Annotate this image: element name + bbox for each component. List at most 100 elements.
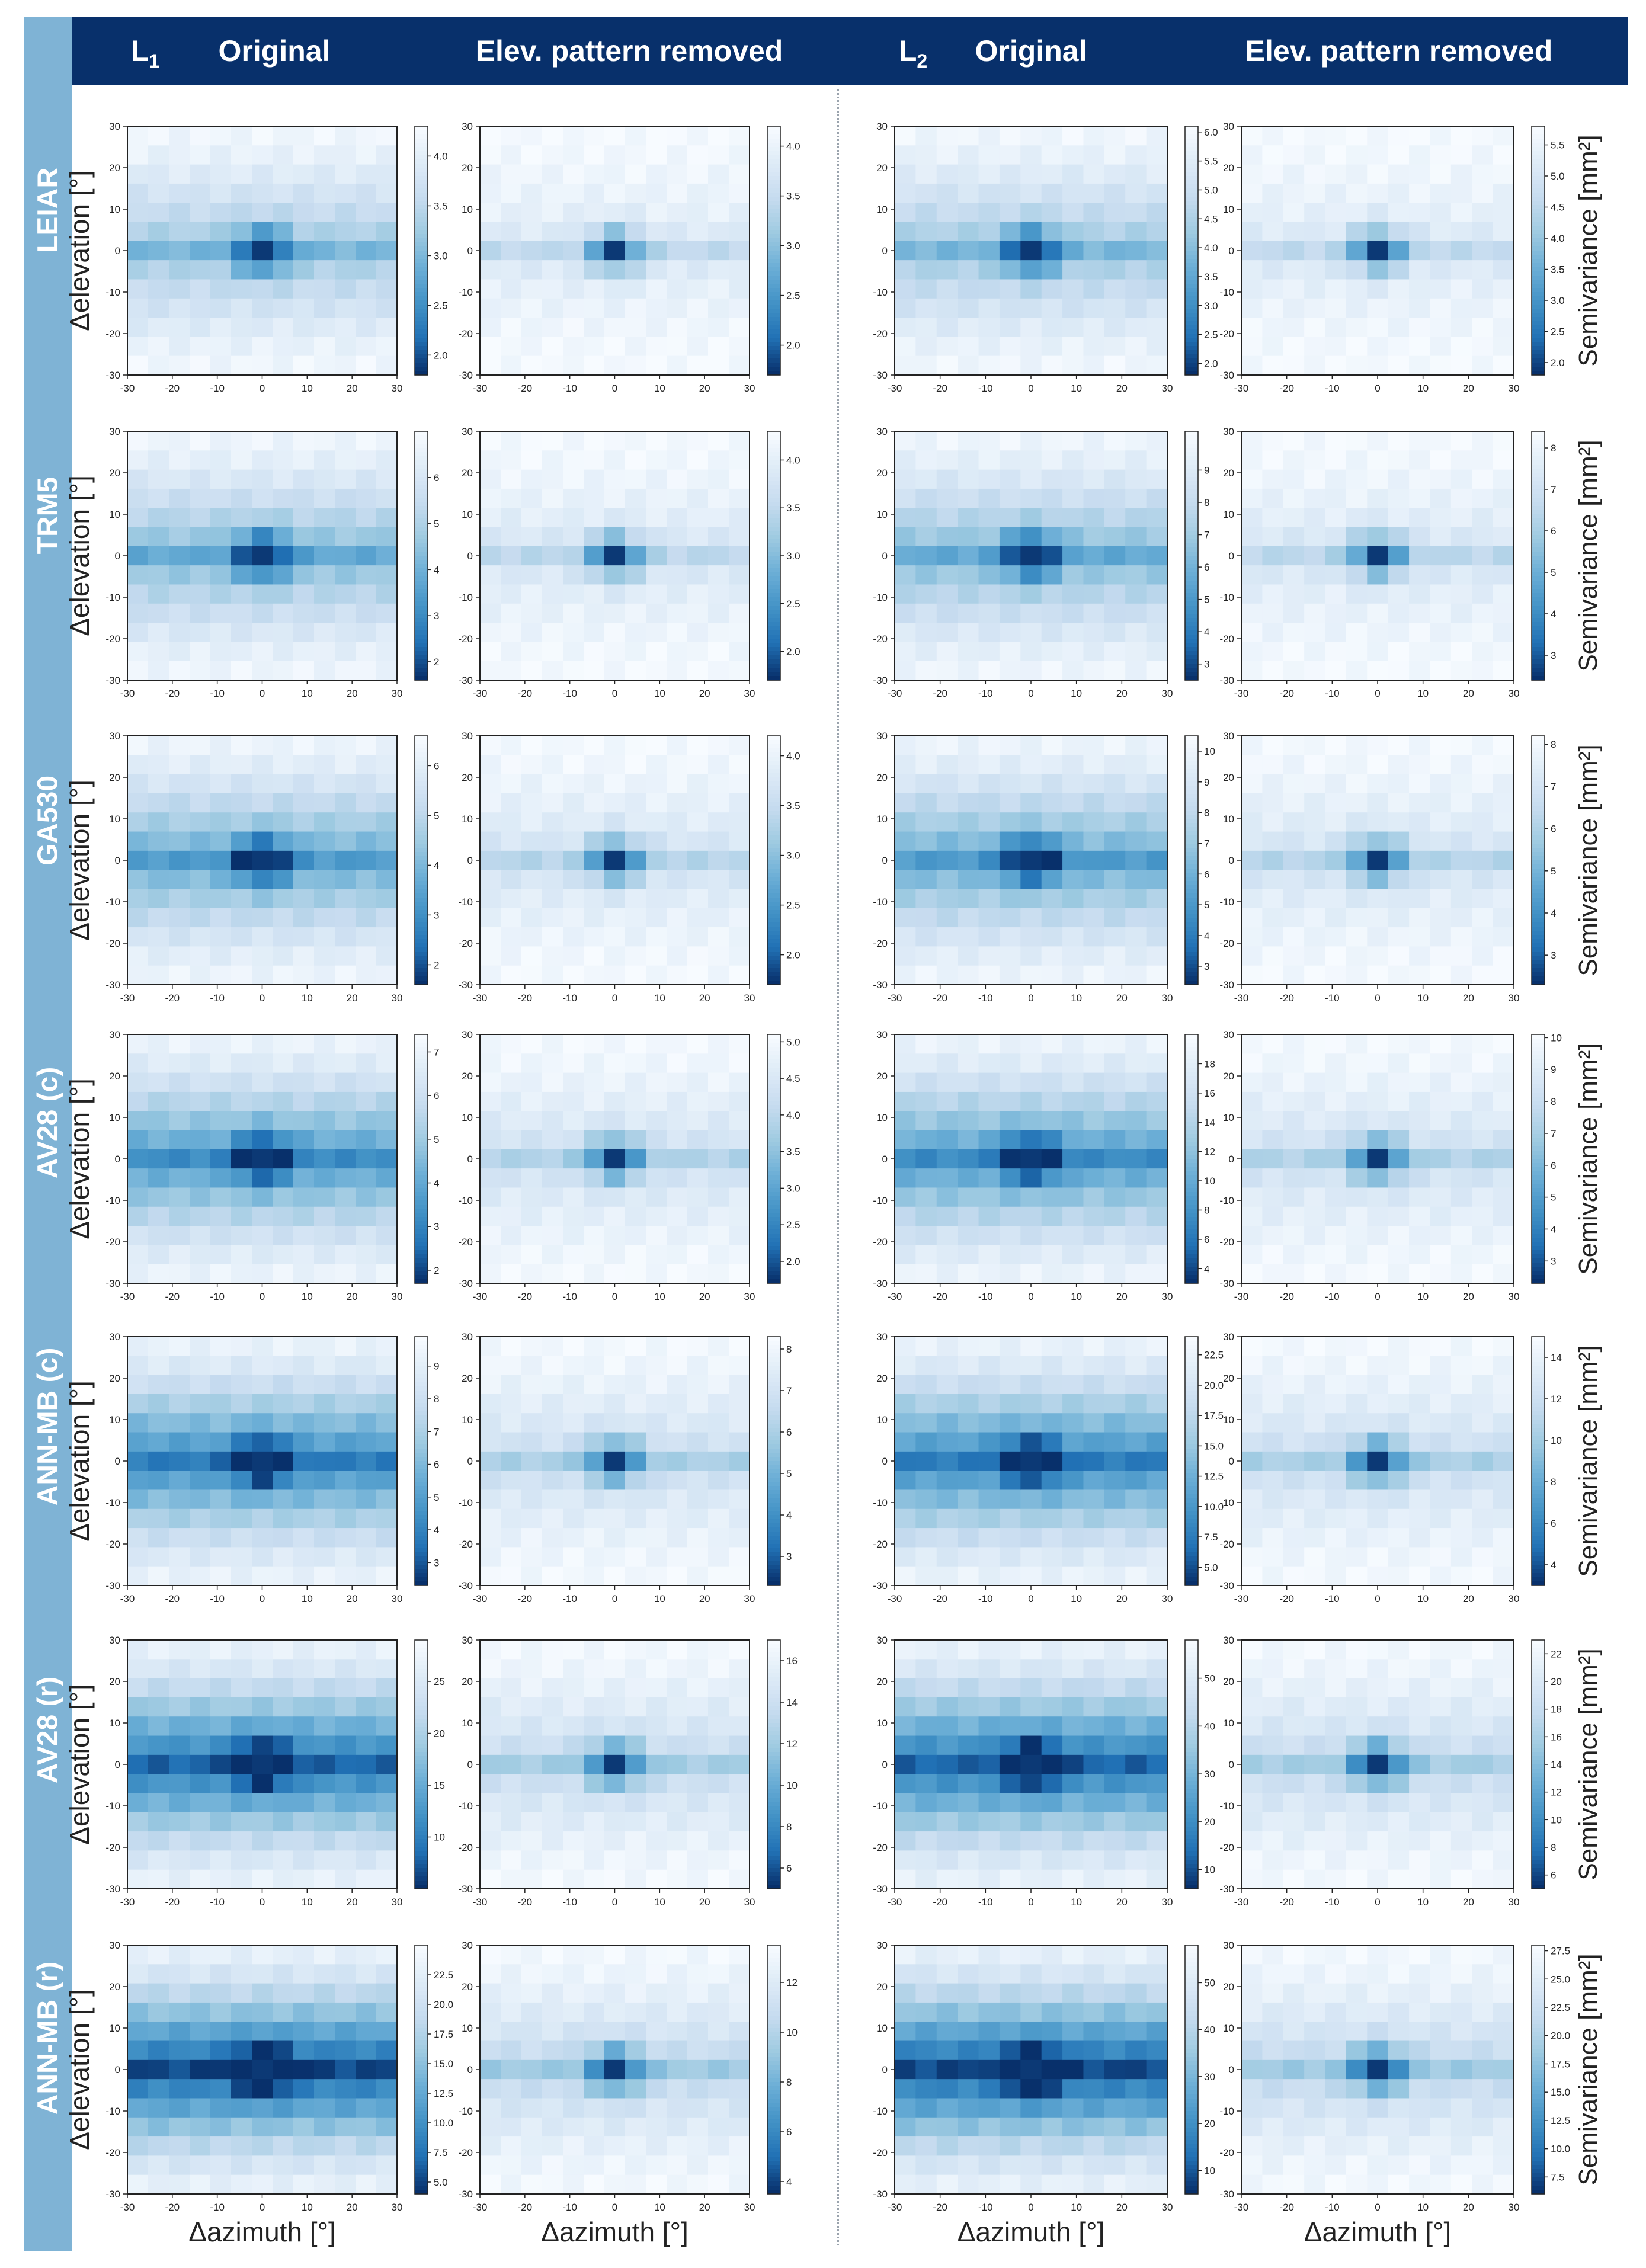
x-tick-label: -20 [518,688,533,699]
heatmap-cell [1304,812,1326,832]
heatmap-cell [936,355,958,376]
heatmap-cell [604,145,626,165]
colorbar-cell [415,910,428,915]
heatmap-cell [1241,431,1263,451]
heatmap-cell [936,1451,958,1471]
heatmap-cell [729,450,750,470]
heatmap-cell [667,450,688,470]
heatmap-cell [978,1111,1000,1131]
colorbar-cell [767,556,780,560]
heatmap-cell [356,1394,377,1414]
colorbar-cell [1185,576,1198,581]
heatmap-cell [1409,431,1431,451]
y-tick-label: 30 [109,731,120,742]
heatmap-cell [480,1566,501,1586]
colorbar-cell [767,781,780,786]
colorbar-cell [1185,238,1198,243]
heatmap-cell [1304,469,1326,489]
colorbar-cell [767,1130,780,1135]
heatmap-cell [127,927,149,947]
colorbar-cell [767,635,780,639]
column-header-bar: L1 Original Elev. pattern removed L2 Ori… [72,17,1628,85]
heatmap-cell [958,1053,979,1074]
heatmap-cell [1262,946,1284,966]
heatmap-cell [356,508,377,528]
heatmap-cell [210,1187,232,1207]
heatmap-cell [1493,164,1514,184]
heatmap-cell [604,1245,626,1265]
colorbar-cell [415,259,428,264]
heatmap-cell [936,850,958,870]
heatmap-cell [210,1413,232,1433]
colorbar-tick-label: 4 [434,860,439,871]
heatmap-cell [563,642,584,662]
colorbar-cell [767,1180,780,1184]
heatmap-cell [356,850,377,870]
colorbar-cell [1185,568,1198,573]
heatmap-cell [190,1413,211,1433]
colorbar-cell [415,151,428,156]
heatmap-cell [356,1337,377,1356]
colorbar-cell [415,639,428,643]
colorbar-cell [415,155,428,160]
heatmap-cell [1020,1187,1042,1207]
heatmap-cell [1325,565,1347,585]
heatmap-cell [1041,1111,1063,1131]
colorbar-cell [415,856,428,861]
heatmap-cell [314,1547,335,1567]
colorbar-cell [1185,1263,1198,1267]
heatmap-cell [1125,793,1147,813]
heatmap-cell [915,736,937,755]
heatmap-cell [999,298,1021,318]
heatmap-cell [335,927,356,947]
heatmap-cell [521,1528,543,1548]
heatmap-cell [521,642,543,662]
heatmap-cell [915,1130,937,1150]
heatmap-cell [978,1168,1000,1189]
heatmap-cell [1083,279,1105,299]
y-tick-label: 20 [109,772,120,783]
colorbar-cell [1532,748,1545,753]
colorbar-cell [1532,259,1545,264]
heatmap-cell [314,222,335,242]
colorbar-cell [415,338,428,342]
colorbar-cell [767,288,780,293]
colorbar-cell [415,346,428,351]
heatmap-cell [1262,164,1284,184]
colorbar-frame [414,1034,428,1284]
heatmap-cell [1125,1053,1147,1074]
heatmap-cell [584,450,605,470]
colorbar-tick-label: 5 [434,1134,439,1145]
y-tick-label: -30 [105,1278,120,1289]
colorbar-cell [1532,514,1545,519]
heatmap-cell [915,1226,937,1245]
x-tick-label: -20 [1279,688,1294,699]
heatmap-cell [1262,1206,1284,1226]
colorbar-cell [1185,1151,1198,1155]
heatmap-cell [915,1091,937,1111]
heatmap-cell [521,1053,543,1074]
heatmap-cell [231,603,252,623]
colorbar-cell [1185,606,1198,610]
y-tick-label: 20 [876,162,888,174]
heatmap-cell [1020,260,1042,280]
heatmap-cell [190,584,211,604]
heatmap-cell [501,1337,522,1356]
heatmap-cell [190,183,211,203]
heatmap-cell [687,584,709,604]
heatmap-cell [252,1528,273,1548]
heatmap-cell [1304,565,1326,585]
colorbar-cell [767,280,780,284]
heatmap-cell [501,183,522,203]
colorbar-cell [1532,143,1545,148]
heatmap-cell [1304,1226,1326,1245]
y-tick-label: -10 [105,287,120,298]
heatmap-cell [293,603,315,623]
heatmap-cell [314,546,335,566]
colorbar-cell [1532,935,1545,940]
x-tick-label: 10 [654,383,665,394]
heatmap-cell [252,298,273,318]
colorbar-cell [767,802,780,807]
heatmap-cell [190,1528,211,1548]
heatmap-cell [646,1394,667,1414]
